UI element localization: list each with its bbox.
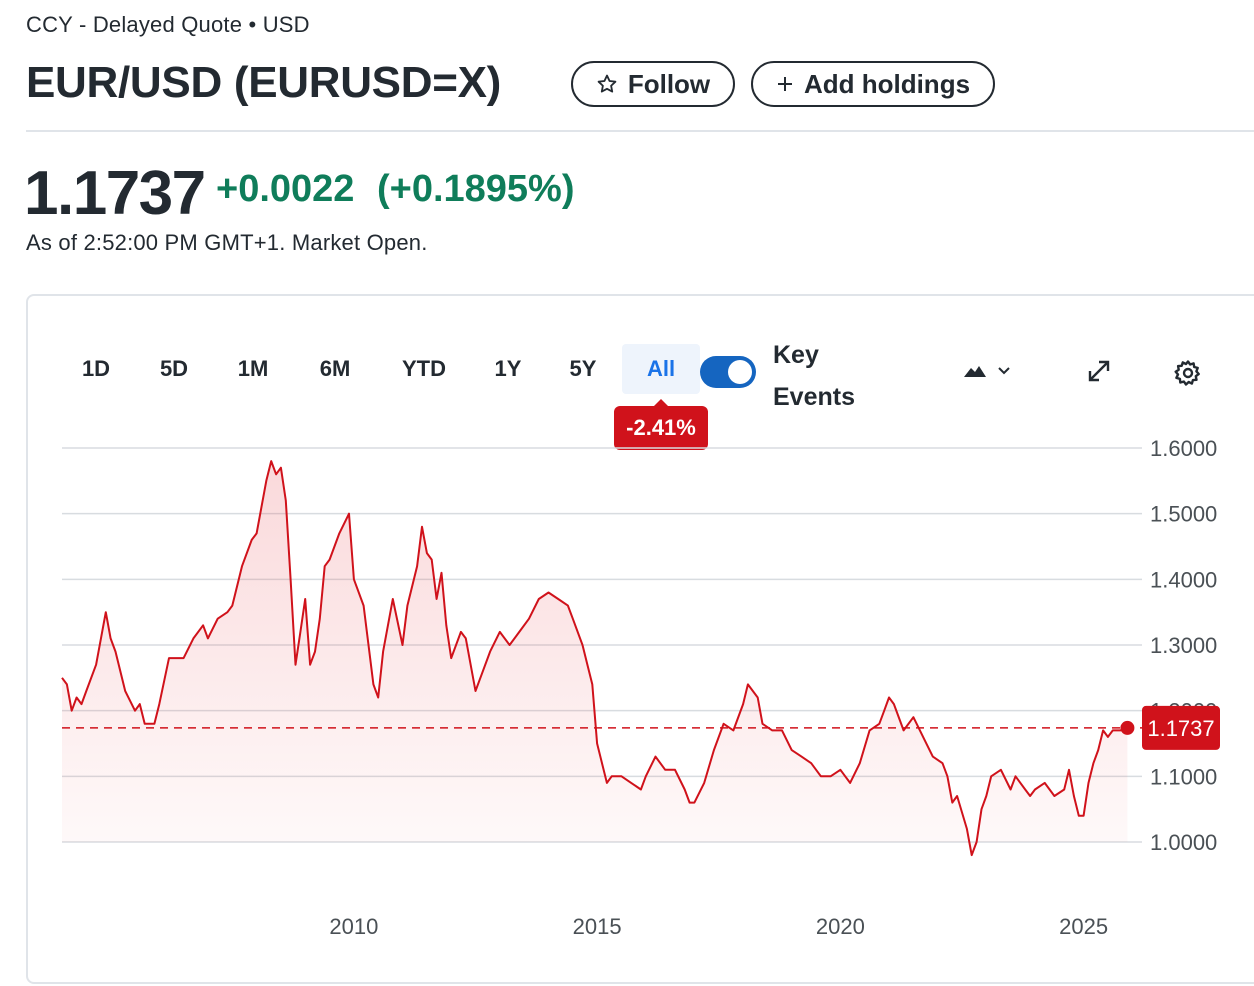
current-price-tag bbox=[1142, 705, 1220, 750]
change-percent: (+0.1895%) bbox=[376, 168, 575, 210]
change-value: +0.0022 bbox=[216, 168, 355, 210]
follow-label: Follow bbox=[627, 68, 711, 99]
range-tab-5d[interactable]: 5D bbox=[159, 356, 189, 381]
range-tab-5y[interactable]: 5Y bbox=[569, 356, 597, 381]
range-tab-6m[interactable]: 6M bbox=[319, 356, 351, 381]
current-price-tag-label: 1.1737 bbox=[1147, 716, 1214, 741]
y-tick-label: 1.1000 bbox=[1150, 764, 1217, 789]
quote-meta-line: CCY - Delayed Quote • USD bbox=[26, 12, 310, 38]
last-point-marker bbox=[1120, 720, 1135, 735]
range-tab-ytd[interactable]: YTD bbox=[402, 356, 446, 381]
toggle-knob bbox=[728, 360, 752, 384]
range-performance-badge: -2.41% bbox=[614, 399, 708, 450]
range-tab-1m[interactable]: 1M bbox=[237, 356, 269, 381]
add-holdings-button[interactable]: Add holdings bbox=[751, 61, 995, 107]
x-tick-label: 2015 bbox=[573, 914, 622, 939]
header-divider bbox=[26, 130, 1254, 132]
range-tab-1y[interactable]: 1Y bbox=[494, 356, 522, 381]
y-tick-label: 1.3000 bbox=[1150, 633, 1217, 658]
price-change: +0.0022 (+0.1895%) bbox=[216, 168, 575, 211]
price-line bbox=[61, 460, 1128, 857]
price-area bbox=[62, 461, 1128, 856]
plus-icon bbox=[776, 75, 794, 93]
chart-type-dropdown[interactable] bbox=[962, 356, 1024, 388]
meta-separator: - bbox=[78, 12, 93, 37]
add-holdings-label: Add holdings bbox=[803, 68, 971, 99]
x-tick-label: 2025 bbox=[1059, 914, 1108, 939]
range-tab-all[interactable]: All bbox=[622, 344, 700, 394]
y-tick-label: 1.5000 bbox=[1150, 502, 1217, 527]
y-tick-label: 1.4000 bbox=[1150, 567, 1217, 592]
star-icon bbox=[596, 73, 618, 95]
y-tick-label: 1.0000 bbox=[1150, 830, 1217, 855]
chevron-down-icon bbox=[996, 362, 1012, 383]
exchange-label: CCY bbox=[26, 12, 73, 37]
key-events-label: Key Events bbox=[773, 341, 855, 411]
current-price: 1.1737 bbox=[24, 159, 206, 228]
quote-type-label: Delayed Quote bbox=[92, 12, 243, 37]
x-tick-label: 2020 bbox=[816, 914, 865, 939]
gear-icon[interactable] bbox=[1173, 358, 1203, 388]
market-status: As of 2:52:00 PM GMT+1. Market Open. bbox=[26, 230, 428, 255]
meta-dot: • bbox=[248, 12, 263, 37]
currency-label: USD bbox=[262, 12, 310, 37]
mountain-chart-icon bbox=[962, 360, 988, 385]
page-title: EUR/USD (EURUSD=X) bbox=[26, 58, 501, 107]
x-tick-label: 2010 bbox=[329, 914, 378, 939]
key-events-toggle[interactable] bbox=[700, 356, 756, 388]
y-tick-label: 1.6000 bbox=[1150, 436, 1217, 461]
range-tab-1d[interactable]: 1D bbox=[81, 356, 111, 381]
expand-icon[interactable] bbox=[1084, 356, 1114, 386]
follow-button[interactable]: Follow bbox=[571, 61, 735, 107]
